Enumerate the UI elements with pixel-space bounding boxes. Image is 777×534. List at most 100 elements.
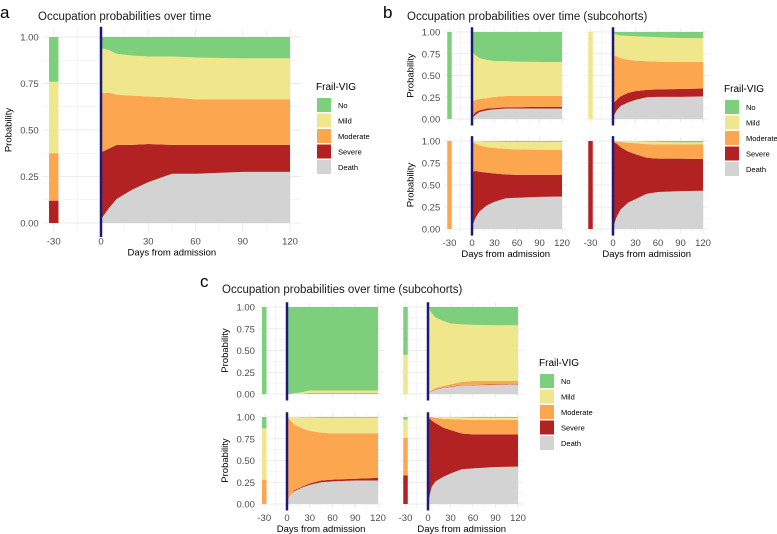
area-no xyxy=(287,417,378,418)
area-death xyxy=(613,190,703,229)
x-axis-title: Days from admission xyxy=(461,249,550,260)
area-moderate xyxy=(613,55,703,104)
y-tick-label: 0.25 xyxy=(422,93,441,104)
y-tick-label: 0.50 xyxy=(422,181,441,192)
area-no xyxy=(613,141,703,143)
baseline-bar-no xyxy=(261,417,267,429)
legend-swatch-no xyxy=(725,100,739,114)
legend-label-no: No xyxy=(746,103,756,112)
plot-c-1: 0.00 0.25 0.50 0.75 1.00 Probability xyxy=(220,302,384,401)
x-tick-label: 90 xyxy=(237,236,248,247)
x-axis-title: Days from admission xyxy=(602,249,691,260)
legend-label-severe: Severe xyxy=(338,148,362,157)
plot-b-4: -30 0 30 60 90 120 Days from admission xyxy=(584,136,711,260)
legend-label-moderate: Moderate xyxy=(746,134,777,143)
y-tick-label: 1.00 xyxy=(236,303,255,314)
chart-title-b: Occupation probabilities over time (subc… xyxy=(407,11,648,23)
y-tick-label: 0.75 xyxy=(236,434,255,445)
baseline-bar-no xyxy=(403,417,408,420)
x-tick-label: 0 xyxy=(98,236,103,247)
baseline-bar-mild xyxy=(403,419,408,438)
x-tick-label: 30 xyxy=(489,238,500,249)
plot-b-1: 0.00 0.25 0.50 0.75 1.00 Probability xyxy=(405,27,568,126)
area-severe xyxy=(613,141,703,228)
baseline-bar-no xyxy=(403,307,408,355)
x-axis-title: Days from admission xyxy=(128,247,217,258)
x-tick-label: 120 xyxy=(370,513,386,524)
area-severe xyxy=(613,88,703,118)
baseline-bar-severe xyxy=(49,200,59,223)
legend-c: Frail-VIG No Mild Moderate Severe Death xyxy=(539,358,593,450)
plot-a-1: 0.00 0.25 0.50 0.75 1.00 Probability -30 0 30 60 9… xyxy=(4,26,302,258)
area-no xyxy=(101,37,290,59)
area-no xyxy=(287,307,378,394)
area-no xyxy=(613,32,703,39)
area-moderate xyxy=(101,92,290,153)
area-mild xyxy=(287,390,378,394)
y-tick-label: 0.25 xyxy=(236,368,255,379)
area-death xyxy=(287,480,378,504)
x-tick-label: 90 xyxy=(350,513,361,524)
area-no xyxy=(428,417,518,418)
y-tick-label: 0.75 xyxy=(422,159,441,170)
baseline-bar-moderate xyxy=(261,479,267,504)
x-axis-title: Days from admission xyxy=(277,524,366,534)
x-tick-label: 90 xyxy=(490,513,501,524)
legend-label-death: Death xyxy=(338,163,358,172)
legend-swatch-death xyxy=(317,160,331,174)
y-tick-label: 0.25 xyxy=(236,478,255,489)
y-axis-title: Probability xyxy=(4,108,15,153)
area-mild xyxy=(428,307,518,393)
legend-swatch-moderate xyxy=(540,405,554,419)
area-severe xyxy=(101,143,290,220)
plot-c-2 xyxy=(400,302,524,401)
area-severe xyxy=(287,477,378,502)
y-axis-title: Probability xyxy=(405,163,416,208)
chart-title-c: Occupation probabilities over time (subc… xyxy=(222,284,463,296)
legend-title: Frail-VIG xyxy=(316,82,356,93)
panel-letter-b: b xyxy=(383,3,392,22)
legend-swatch-no xyxy=(317,98,331,112)
baseline-bar-severe xyxy=(403,475,408,504)
area-death xyxy=(428,466,518,504)
legend-label-mild: Mild xyxy=(338,117,352,126)
legend-swatch-mild xyxy=(540,389,554,404)
area-severe xyxy=(428,417,518,503)
baseline-bar-moderate xyxy=(49,153,59,201)
area-death xyxy=(613,96,703,119)
legend-swatch-severe xyxy=(540,420,554,435)
y-tick-label: 0.75 xyxy=(422,49,441,60)
x-tick-label: -30 xyxy=(584,238,598,249)
y-tick-label: 0.50 xyxy=(422,71,441,82)
plot-b-3: 0.00 0.25 0.50 0.75 1.00 Probability -30 0 30 60 9… xyxy=(405,136,570,260)
x-tick-label: 120 xyxy=(695,238,711,249)
area-mild xyxy=(472,141,562,150)
legend-swatch-mild xyxy=(317,113,331,128)
legend-a: Frail-VIG No Mild Moderate Severe Death xyxy=(316,82,370,174)
area-death xyxy=(101,171,290,223)
x-tick-label: 90 xyxy=(675,238,686,249)
y-axis-title: Probability xyxy=(220,438,231,483)
legend-swatch-death xyxy=(540,436,554,450)
legend-title: Frail-VIG xyxy=(724,84,764,95)
baseline-bar-no xyxy=(261,307,267,394)
baseline-bar-no xyxy=(447,32,452,119)
x-tick-label: 90 xyxy=(534,238,545,249)
area-no xyxy=(472,141,562,142)
y-tick-label: 1.00 xyxy=(20,33,39,44)
baseline-bar-no xyxy=(49,37,59,82)
legend-swatch-death xyxy=(725,162,739,176)
area-severe xyxy=(472,106,562,119)
legend-swatch-severe xyxy=(317,144,331,159)
baseline-bar-mild xyxy=(49,81,59,154)
area-moderate xyxy=(613,141,703,160)
area-death xyxy=(428,384,518,394)
x-tick-label: 120 xyxy=(282,236,298,247)
area-mild xyxy=(287,417,378,434)
y-tick-label: 0.25 xyxy=(422,203,441,214)
y-tick-label: 0.00 xyxy=(236,390,255,401)
legend-label-mild: Mild xyxy=(746,119,760,128)
baseline-bar-moderate xyxy=(403,437,408,476)
y-tick-label: 0.75 xyxy=(236,324,255,335)
